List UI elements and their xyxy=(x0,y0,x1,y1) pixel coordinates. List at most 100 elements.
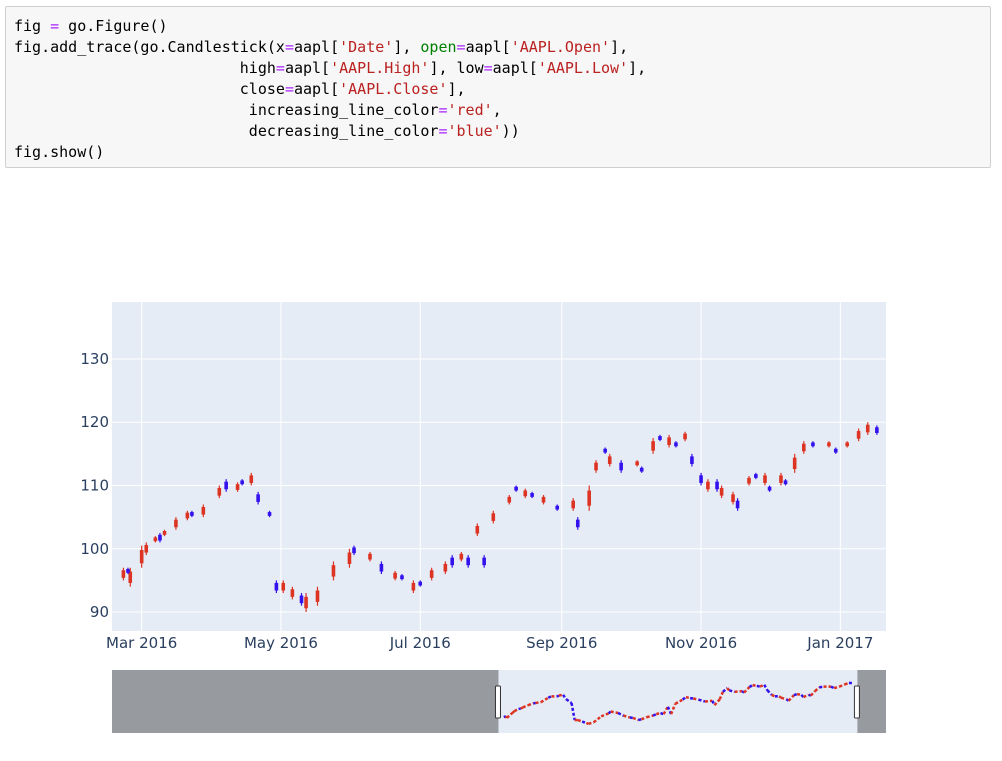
code-token: increasing_line_color xyxy=(14,101,439,119)
range-slider-trace xyxy=(718,691,725,700)
code-cell[interactable]: fig = go.Figure() fig.add_trace(go.Candle… xyxy=(5,6,991,168)
code-token: 'Date' xyxy=(339,38,394,56)
x-axis: Mar 2016 May 2016 Jul 2016 Sep 2016 Nov 2016… xyxy=(106,634,873,652)
increasing-candle-body xyxy=(304,596,308,609)
code-token: fig xyxy=(14,17,51,35)
range-slider-trace xyxy=(722,687,729,693)
code-token: high xyxy=(14,59,276,77)
code-token: fig.add_trace(go.Candlestick(x xyxy=(14,38,285,56)
increasing-candle-body xyxy=(153,537,158,542)
code-block[interactable]: fig = go.Figure() fig.add_trace(go.Candle… xyxy=(14,16,646,163)
range-slider-trace xyxy=(607,710,612,715)
decreasing-candle-body xyxy=(240,480,244,485)
range-slider-trace xyxy=(556,694,560,698)
increasing-candle-body xyxy=(779,475,783,483)
increasing-candle-body xyxy=(331,565,336,577)
code-token: aapl[ xyxy=(293,80,340,98)
range-slider-trace xyxy=(562,694,568,700)
increasing-candle-body xyxy=(491,513,496,521)
decreasing-candle-body xyxy=(466,557,470,566)
range-slider-trace xyxy=(748,684,754,689)
code-token: decreasing_line_color xyxy=(14,122,439,140)
increasing-candle-body xyxy=(719,488,724,496)
decreasing-candle-body xyxy=(555,505,560,510)
decreasing-candle-body xyxy=(690,456,694,464)
range-slider-trace xyxy=(800,693,805,698)
y-tick-label: 110 xyxy=(80,476,109,494)
increasing-candle-body xyxy=(706,481,710,490)
y-tick-label: 120 xyxy=(80,413,109,431)
range-slider-trace xyxy=(585,721,589,725)
plot-area[interactable] xyxy=(112,302,886,631)
increasing-candle-body xyxy=(523,490,528,497)
range-slider-trace xyxy=(681,696,687,701)
increasing-candle-body xyxy=(393,572,397,579)
range-slider-trace xyxy=(787,694,795,702)
range-slider-trace xyxy=(503,715,507,719)
range-slider-trace xyxy=(796,692,802,697)
code-token: = xyxy=(275,59,285,77)
y-axis: 90 100 110 120 130 xyxy=(80,350,109,621)
decreasing-candle-body xyxy=(256,494,260,502)
decreasing-candle-body xyxy=(274,582,279,591)
range-slider-trace xyxy=(655,711,661,716)
range-slider-trace xyxy=(785,698,790,702)
increasing-candle-body xyxy=(845,442,849,447)
decreasing-candle-body xyxy=(224,481,228,490)
y-tick-label: 130 xyxy=(80,350,109,368)
code-token: ], xyxy=(610,38,629,56)
range-slider-trace xyxy=(808,693,812,697)
range-slider-trace xyxy=(756,684,761,688)
decreasing-candle-body xyxy=(379,563,384,572)
x-tick-label: Mar 2016 xyxy=(106,634,177,652)
increasing-candle-body xyxy=(507,496,512,503)
grid-lines xyxy=(112,302,886,631)
decreasing-candle-body xyxy=(400,575,404,580)
decreasing-candle-body xyxy=(767,486,772,491)
range-slider-mask-left xyxy=(112,670,499,733)
increasing-candle-body xyxy=(587,490,591,506)
range-slider[interactable] xyxy=(112,670,886,733)
decreasing-candle-body xyxy=(450,557,454,566)
x-tick-label: Jan 2017 xyxy=(806,634,873,652)
increasing-candle-body xyxy=(651,441,655,451)
range-slider-trace xyxy=(547,695,552,699)
range-slider-trace xyxy=(506,712,514,719)
code-token: 'red' xyxy=(447,101,493,119)
decreasing-candle-body xyxy=(833,448,838,453)
range-slider-trace xyxy=(814,686,821,693)
decreasing-candle-body xyxy=(754,474,758,478)
range-slider-trace xyxy=(522,704,529,709)
range-slider-trace xyxy=(759,683,765,688)
increasing-candle-body xyxy=(856,431,861,439)
code-token: aapl[ xyxy=(465,38,511,56)
decreasing-candle-body xyxy=(514,486,518,491)
range-slider-handle-right[interactable] xyxy=(853,685,860,719)
code-token: = xyxy=(284,80,294,98)
increasing-candle-body xyxy=(827,442,831,447)
increasing-candle-body xyxy=(144,544,149,553)
increasing-candle-body xyxy=(281,582,286,591)
code-line: fig.show() xyxy=(14,142,646,163)
decreasing-candle-body xyxy=(530,493,534,497)
code-token: go.Figure() xyxy=(59,17,168,35)
range-slider-trace xyxy=(778,695,782,699)
range-slider-trace xyxy=(640,715,648,721)
range-slider-trace xyxy=(527,702,534,707)
decreasing-candle-body xyxy=(482,557,486,566)
increasing-candle-body xyxy=(139,550,144,564)
decreasing-candle-body xyxy=(658,436,662,440)
range-slider-mask-right xyxy=(857,670,886,733)
range-slider-trace xyxy=(763,684,769,691)
decreasing-candle-body xyxy=(418,581,423,586)
range-slider-handle-left[interactable] xyxy=(494,685,501,719)
code-token: ], low xyxy=(429,59,484,77)
x-tick-label: Jul 2016 xyxy=(389,634,451,652)
increasing-candle-body xyxy=(594,462,598,471)
range-slider-trace xyxy=(833,685,840,690)
range-slider-trace xyxy=(623,714,631,719)
increasing-candle-body xyxy=(607,456,612,464)
code-token: = xyxy=(50,17,60,35)
code-token: 'AAPL.Close' xyxy=(339,80,448,98)
